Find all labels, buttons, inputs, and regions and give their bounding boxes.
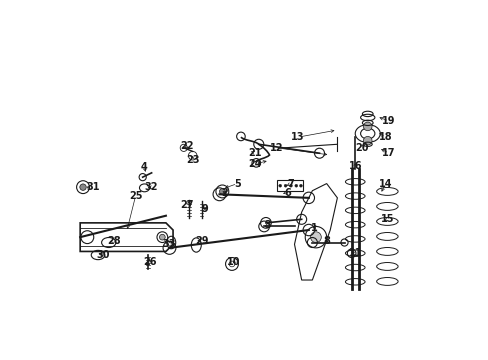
Text: 18: 18 [378,132,391,142]
Circle shape [159,234,165,240]
Text: 19: 19 [382,116,395,126]
Text: 15: 15 [380,214,393,224]
Circle shape [289,184,292,187]
Text: 33: 33 [163,239,176,249]
Text: 31: 31 [86,182,99,192]
Text: 20: 20 [355,143,368,153]
Text: 30: 30 [97,250,110,260]
Text: 23: 23 [185,156,199,165]
Text: 29: 29 [195,236,208,246]
Text: 5: 5 [233,179,240,189]
Text: 25: 25 [128,191,142,201]
Circle shape [80,184,86,190]
Circle shape [294,184,297,187]
Text: 1: 1 [310,223,317,233]
Text: 27: 27 [180,200,194,210]
Text: 12: 12 [269,143,283,153]
Text: 13: 13 [291,132,304,142]
Text: 6: 6 [284,188,290,198]
Circle shape [278,184,281,187]
Text: 4: 4 [141,162,147,172]
Circle shape [363,122,371,131]
Text: 16: 16 [348,161,361,171]
Text: 10: 10 [226,257,240,267]
Circle shape [284,184,286,187]
Text: 3: 3 [264,220,270,230]
Circle shape [299,184,302,187]
Text: 8: 8 [323,236,329,246]
Circle shape [363,136,371,145]
Text: 32: 32 [144,182,158,192]
Text: 11: 11 [348,248,361,258]
Circle shape [310,232,321,243]
Text: 17: 17 [382,148,395,158]
Text: 2: 2 [221,188,228,198]
Bar [276,180,303,192]
Circle shape [219,189,225,194]
Text: 14: 14 [378,179,391,189]
Text: 24: 24 [248,159,262,169]
Text: 26: 26 [143,257,156,267]
Text: 9: 9 [202,203,208,213]
Text: 21: 21 [248,148,262,158]
Text: 22: 22 [180,141,194,151]
Text: 7: 7 [287,179,294,189]
Text: 28: 28 [107,236,121,246]
